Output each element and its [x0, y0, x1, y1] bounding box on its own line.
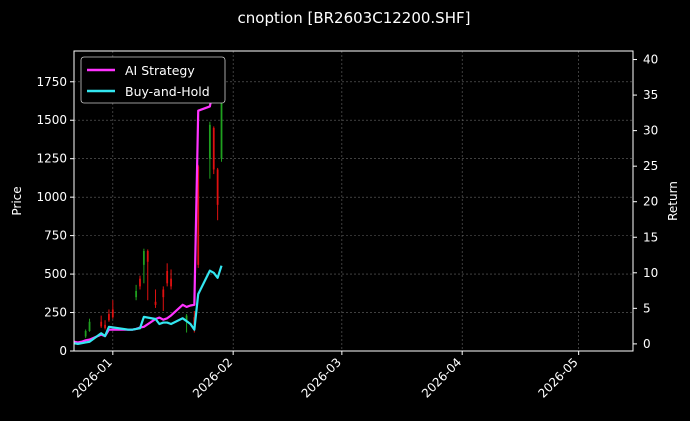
legend-box [80, 56, 226, 104]
candle-body [108, 314, 110, 321]
y-axis-left-label: Price [10, 186, 24, 215]
y-left-tick-label: 250 [44, 306, 67, 320]
y-right-tick-label: 15 [643, 230, 658, 244]
y-right-tick-label: 25 [643, 159, 658, 173]
candle-body [162, 289, 165, 298]
candle-body [166, 271, 169, 284]
y-left-tick-label: 0 [59, 344, 67, 358]
chart-title: cnoption [BR2603C12200.SHF] [238, 9, 471, 27]
candlesticks [84, 64, 223, 338]
candle-body [212, 127, 215, 170]
candle-body [84, 331, 87, 337]
y-axis-right-ticks: 0 5 10 15 20 25 30 35 40 [633, 53, 658, 351]
y-right-tick-label: 20 [643, 195, 658, 209]
candle-body [88, 321, 91, 331]
y-left-tick-label: 1750 [36, 75, 67, 89]
y-axis-left-ticks: 0 250 500 750 1000 1250 1500 1750 [36, 75, 74, 358]
y-left-tick-label: 750 [44, 229, 67, 243]
y-left-tick-label: 1250 [36, 152, 67, 166]
series-lines [73, 78, 223, 345]
candle-body [220, 77, 223, 159]
candle-body [197, 166, 200, 265]
candle-body [139, 278, 141, 287]
y-left-tick-label: 500 [44, 267, 67, 281]
y-axis-right-label: Return [666, 181, 680, 221]
y-right-tick-label: 10 [643, 266, 658, 280]
y-left-tick-label: 1500 [36, 113, 67, 127]
plot-frame [73, 50, 634, 352]
candle-body [104, 324, 106, 328]
candle-body [111, 309, 114, 318]
legend-label-ai-strategy: AI Strategy [125, 63, 195, 78]
candle-body [146, 251, 149, 262]
y-right-tick-label: 30 [643, 124, 658, 138]
candle-body [185, 315, 188, 321]
series-line-buy-and-hold [73, 265, 223, 345]
candle-body [135, 291, 138, 298]
legend: AI Strategy Buy-and-Hold [80, 56, 226, 104]
candle-body [170, 278, 172, 287]
y-left-tick-label: 1000 [36, 190, 67, 204]
y-right-tick-label: 0 [643, 337, 651, 351]
candle-body [208, 124, 211, 159]
candle-body [154, 301, 157, 305]
candle-body [100, 321, 103, 327]
candle-body [142, 251, 145, 265]
legend-label-buy-and-hold: Buy-and-Hold [125, 84, 210, 99]
candle-body [216, 169, 219, 205]
y-right-tick-label: 40 [643, 53, 658, 67]
y-right-tick-label: 5 [643, 301, 651, 315]
y-right-tick-label: 35 [643, 88, 658, 102]
